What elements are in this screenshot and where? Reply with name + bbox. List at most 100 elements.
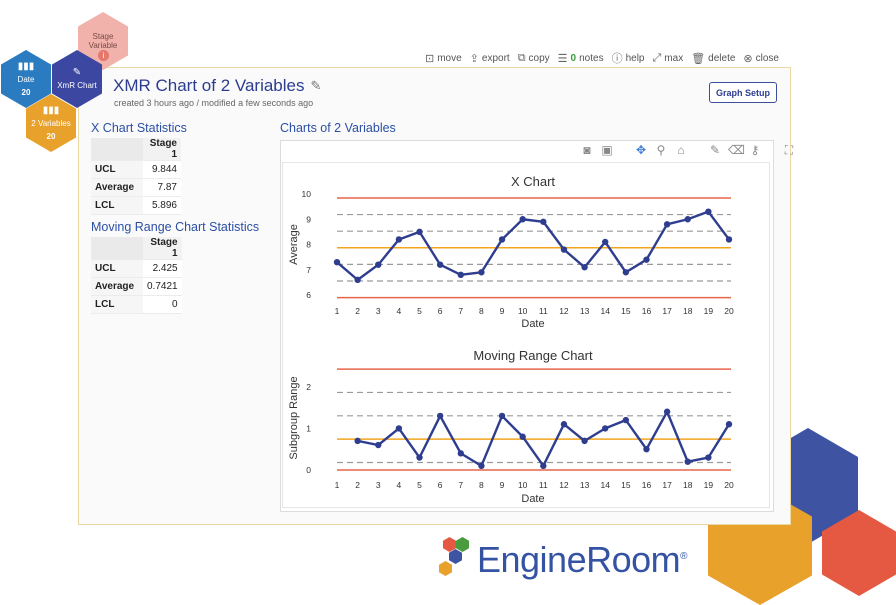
two-vars-label: 2 Variables: [31, 118, 71, 128]
y-tick-label: 7: [306, 265, 311, 275]
x-tick-label: 4: [397, 306, 402, 316]
max-button[interactable]: ⤢ max: [652, 51, 684, 64]
data-point: [354, 276, 361, 284]
data-point: [725, 236, 733, 243]
export-button[interactable]: ⇪ export: [469, 52, 510, 65]
notes-button[interactable]: ☰ 0 notes: [557, 52, 604, 65]
x-tick-label: 16: [642, 480, 652, 490]
data-point: [540, 462, 547, 470]
help-button[interactable]: ⓘ help: [612, 50, 645, 66]
x-tick-label: 11: [539, 306, 548, 316]
copy-button[interactable]: ⧉ copy: [517, 51, 550, 64]
x-tick-label: 2: [355, 480, 360, 490]
data-point: [540, 218, 547, 225]
data-point: [436, 261, 444, 268]
x-tick-label: 10: [518, 306, 528, 316]
x-tick-label: 6: [438, 480, 443, 490]
table-row: UCL 2.425: [91, 259, 182, 278]
draw-line-icon[interactable]: ✎: [709, 143, 721, 157]
x-tick-label: 20: [724, 306, 734, 316]
x-tick-label: 13: [580, 480, 590, 490]
close-icon: ⊗: [743, 52, 753, 65]
x-tick-label: 18: [683, 480, 693, 490]
x-tick-label: 7: [458, 480, 463, 490]
data-point: [663, 408, 671, 415]
key-icon[interactable]: ⚷: [750, 143, 760, 157]
move-button[interactable]: ⊡ move: [425, 52, 462, 65]
date-label: Date: [17, 74, 35, 84]
data-point: [643, 256, 650, 263]
mr-chart-stats-title: Moving Range Chart Statistics: [91, 220, 260, 234]
data-point: [498, 412, 506, 420]
data-point: [622, 416, 630, 424]
y-tick-label: 0: [306, 465, 311, 475]
data-point: [684, 458, 691, 465]
zoom-icon[interactable]: ⚲: [656, 143, 666, 157]
edit-pencil-icon[interactable]: ✎: [310, 78, 322, 93]
x-tick-label: 8: [479, 306, 484, 316]
x-tick-label: 7: [458, 306, 463, 316]
fullscreen-icon[interactable]: ⛶: [784, 143, 794, 157]
notes-count: 0: [570, 52, 577, 64]
y-tick-label: 2: [306, 382, 311, 392]
data-point: [581, 264, 588, 271]
two-vars-count: 20: [46, 131, 56, 141]
data-point: [457, 271, 464, 278]
page-title[interactable]: XMR Chart of 2 Variables: [113, 76, 305, 95]
delete-button[interactable]: 🗑 delete: [691, 52, 736, 65]
x-axis-label: Date: [521, 318, 544, 330]
xmr-label: XmR Chart: [57, 81, 97, 90]
data-point: [643, 446, 650, 453]
eraser-icon[interactable]: ⌫: [728, 143, 745, 157]
table-row: Average 0.7421: [91, 277, 182, 296]
x-tick-label: 12: [559, 306, 569, 316]
bar-chart-icon: ▮▮▮: [17, 60, 35, 72]
home-icon[interactable]: ⌂: [677, 143, 685, 157]
table-row: UCL 9.844: [91, 160, 181, 179]
x-tick-label: 3: [376, 480, 381, 490]
data-point: [395, 236, 403, 243]
enginerooom-logo: EngineRoom®: [439, 535, 687, 585]
x-tick-label: 17: [662, 306, 672, 316]
data-point: [602, 238, 609, 246]
x-tick-label: 16: [642, 306, 652, 316]
card-toolbar: ⊡ move ⇪ export ⧉ copy ☰ 0 notes ⓘ help ⤢ max 🗑…: [425, 50, 779, 66]
pan-icon[interactable]: ✥: [635, 143, 647, 157]
info-icon[interactable]: i: [98, 50, 109, 61]
data-point: [354, 437, 361, 445]
data-point: [519, 216, 526, 223]
data-point: [416, 454, 423, 461]
data-point: [602, 425, 609, 432]
graph-setup-button[interactable]: Graph Setup: [709, 82, 777, 103]
data-point: [560, 421, 568, 428]
table-row: Average 7.87: [91, 178, 181, 197]
x-chart-stats-title: X Chart Statistics: [91, 121, 187, 135]
x-tick-label: 15: [621, 306, 631, 316]
plot-toolbar: ◙ ▣ ✥ ⚲ ⌂ ✎ ⌫ ⚷ ⛶: [580, 143, 796, 158]
mr-chart-stats-table: Stage 1 UCL 2.425 Average 0.7421 LCL 0: [91, 237, 182, 314]
y-axis-label: Subgroup Range: [288, 376, 300, 459]
save-icon[interactable]: ▣: [601, 143, 613, 157]
close-button[interactable]: ⊗ close: [743, 52, 779, 65]
x-tick-label: 19: [704, 306, 714, 316]
nav-stage-variable[interactable]: Stage Variable: [78, 12, 128, 70]
x-tick-label: 10: [518, 480, 528, 490]
list-icon: ☰: [557, 52, 568, 65]
x-tick-label: 8: [479, 480, 484, 490]
charts-title: Charts of 2 Variables: [280, 121, 396, 135]
camera-icon[interactable]: ◙: [583, 143, 591, 157]
export-icon: ⇪: [469, 52, 479, 65]
table-row: LCL 5.896: [91, 196, 181, 215]
table-corner: [91, 138, 143, 161]
x-tick-label: 13: [580, 306, 590, 316]
data-point: [457, 450, 464, 457]
data-point: [478, 269, 485, 276]
x-tick-label: 14: [600, 306, 610, 316]
data-point: [705, 208, 712, 215]
x-tick-label: 1: [335, 306, 340, 316]
x-tick-label: 9: [500, 306, 505, 316]
x-tick-label: 18: [683, 306, 693, 316]
x-tick-label: 5: [417, 480, 422, 490]
maximize-icon: ⤢: [652, 51, 662, 64]
wrench-icon: ✎: [72, 67, 82, 78]
